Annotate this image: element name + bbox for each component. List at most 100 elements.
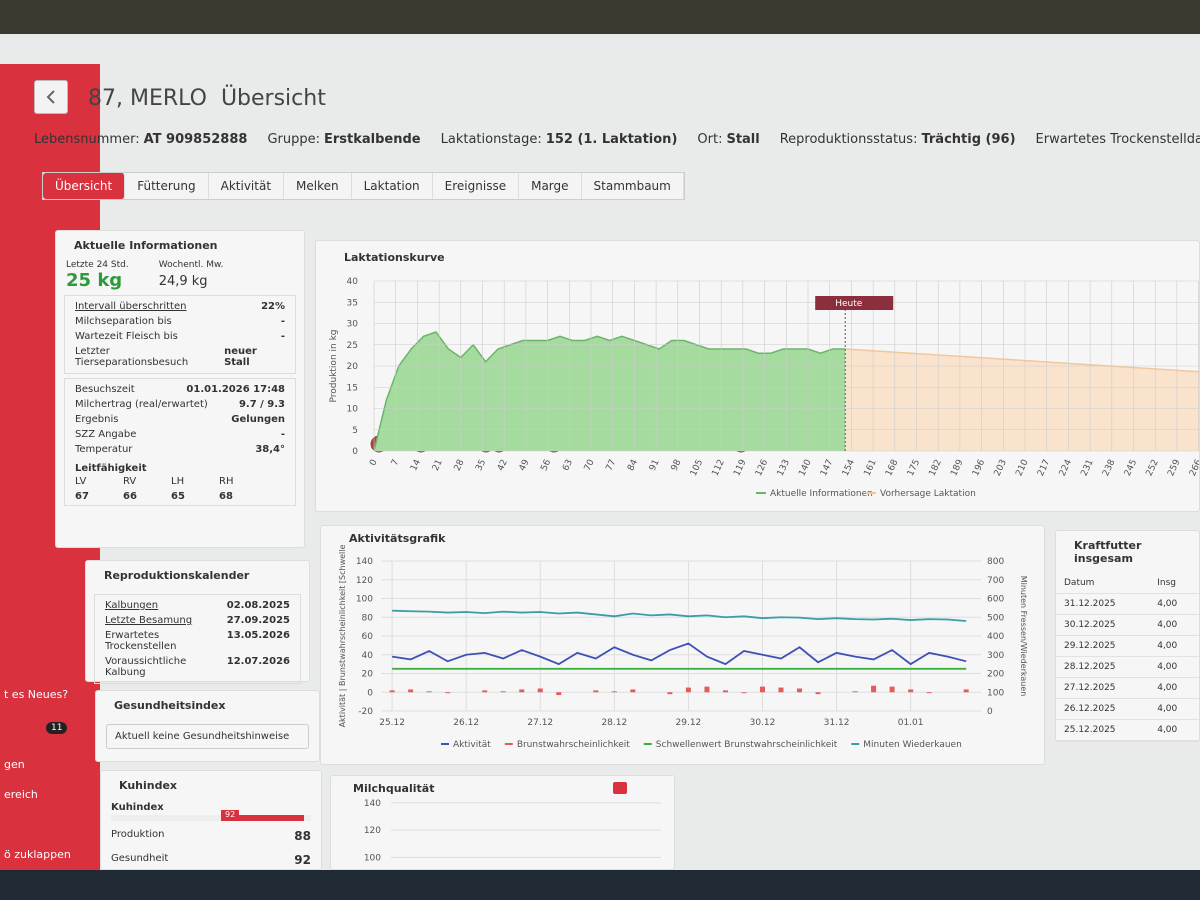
y-axis-label: Produktion in kg bbox=[329, 330, 339, 403]
table-row: 28.12.2025 4,00 bbox=[1056, 656, 1199, 678]
bar bbox=[778, 687, 784, 693]
bar bbox=[630, 689, 636, 693]
lactation-panel: Laktationskurve Produktion in kg 0 5 10 15 20 2… bbox=[315, 240, 1200, 512]
info-label: Lebensnummer: bbox=[34, 132, 140, 147]
y-axis-label: Aktivität | Brunstwahrscheinlichkeit [Sc… bbox=[338, 545, 347, 728]
info-row-item: Letzter Tierseparationsbesuch neuer Stall bbox=[65, 344, 295, 370]
area-fill bbox=[374, 332, 846, 451]
taskbar bbox=[0, 870, 1200, 900]
table-cell: 4,00 bbox=[1149, 614, 1199, 636]
legend-label: Vorhersage Laktation bbox=[880, 489, 976, 499]
table-cell: 4,00 bbox=[1149, 698, 1199, 720]
panel-header: Gesundheitsindex bbox=[96, 691, 319, 720]
info-row: Lebensnummer: AT 909852888 Gruppe: Erstkalb… bbox=[34, 132, 1200, 147]
tab[interactable]: Fütterung bbox=[125, 173, 209, 199]
row-label: Erwartetes Trockenstellen bbox=[105, 630, 177, 652]
panel-header: Kraftfutter insgesam bbox=[1056, 531, 1199, 573]
y2-tick-label: 300 bbox=[987, 651, 1004, 661]
x-tick-label: 119 bbox=[732, 458, 748, 478]
tab[interactable]: Aktivität bbox=[209, 173, 285, 199]
info-row-item: Erwartetes Trockenstellen 13.05.2026 bbox=[95, 628, 300, 654]
milk-quality-chart: Milchqualität 100 120 140 bbox=[353, 782, 661, 863]
sidebar-badge: 11 bbox=[46, 722, 68, 734]
x-tick-label: 231 bbox=[1079, 458, 1095, 478]
y-tick-label: 60 bbox=[362, 632, 374, 642]
legend-label: Minuten Wiederkauen bbox=[863, 740, 962, 750]
today-box bbox=[815, 296, 894, 310]
table-header: Datum Insg bbox=[1056, 573, 1199, 594]
sidebar-item[interactable]: t es Neues? bbox=[4, 688, 69, 701]
info-item: Ort: Stall bbox=[697, 132, 759, 147]
stat-label: Wochentl. Mw. bbox=[158, 260, 224, 270]
tab[interactable]: Melken bbox=[284, 173, 352, 199]
x-tick-label: 31.12 bbox=[824, 718, 850, 728]
y-tick-label: 20 bbox=[347, 362, 359, 372]
bar bbox=[797, 688, 803, 693]
tab[interactable]: Übersicht bbox=[43, 173, 126, 199]
y-tick-label: 100 bbox=[356, 595, 373, 605]
kuhindex-fill bbox=[221, 815, 304, 821]
info-label: Erwartetes Trockenstelldatum: bbox=[1035, 132, 1200, 147]
bar bbox=[926, 692, 932, 694]
repro-panel: Reproduktionskalender Kalbungen 02.08.2025… bbox=[85, 560, 310, 684]
y-tick-label: 30 bbox=[347, 320, 359, 330]
row-value: - bbox=[280, 429, 285, 440]
panel-title: Aktuelle Informationen bbox=[74, 239, 218, 252]
tab[interactable]: Marge bbox=[519, 173, 582, 199]
conductivity-value: 66 bbox=[123, 491, 137, 502]
x-tick-label: 245 bbox=[1123, 458, 1139, 478]
x-tick-label: 77 bbox=[605, 458, 619, 473]
table-cell: 31.12.2025 bbox=[1056, 593, 1150, 615]
panel-title: Gesundheitsindex bbox=[114, 699, 226, 712]
x-tick-label: 105 bbox=[689, 458, 705, 478]
x-tick-label: 56 bbox=[539, 458, 553, 473]
bar bbox=[482, 690, 488, 693]
table-cell: 25.12.2025 bbox=[1056, 719, 1150, 741]
x-tick-label: 27.12 bbox=[527, 718, 553, 728]
y-tick-label: 0 bbox=[352, 447, 358, 457]
y-tick-label: 120 bbox=[364, 826, 381, 836]
x-tick-label: 7 bbox=[390, 458, 401, 467]
x-tick-label: 182 bbox=[928, 458, 944, 478]
bar bbox=[759, 686, 765, 693]
lactation-chart: Laktationskurve Produktion in kg 0 5 10 15 20 2… bbox=[329, 251, 1200, 499]
tab[interactable]: Ereignisse bbox=[433, 173, 520, 199]
page-title: 87, MERLO Übersicht bbox=[88, 86, 340, 111]
table-row: 31.12.2025 4,00 bbox=[1056, 593, 1199, 615]
info-row-item: Temperatur 38,4° bbox=[65, 442, 295, 457]
sidebar-item[interactable]: ö zuklappen bbox=[4, 848, 71, 861]
y-tick-label: -20 bbox=[358, 707, 373, 717]
row-label: SZZ Angabe bbox=[75, 429, 137, 440]
tab[interactable]: Laktation bbox=[352, 173, 433, 199]
bar bbox=[593, 690, 599, 693]
bar bbox=[815, 692, 821, 695]
y-tick-label: 0 bbox=[367, 688, 373, 698]
bar bbox=[667, 692, 673, 695]
kuhindex-bar: 92 bbox=[111, 810, 311, 821]
bar bbox=[500, 691, 506, 693]
sidebar-item[interactable]: ereich bbox=[4, 788, 38, 801]
y-tick-label: 10 bbox=[347, 405, 359, 415]
toolbar-icon[interactable] bbox=[613, 782, 627, 794]
row-value: 9.7 / 9.3 bbox=[238, 399, 285, 410]
back-button[interactable] bbox=[34, 80, 68, 114]
y-tick-label: 40 bbox=[362, 651, 374, 661]
info-row-item: Besuchszeit 01.01.2026 17:48 bbox=[65, 382, 295, 397]
panel-title: Kuhindex bbox=[119, 779, 178, 792]
sidebar-item[interactable]: gen bbox=[4, 758, 25, 771]
row-value: 13.05.2026 bbox=[226, 630, 290, 641]
info-label: Gruppe: bbox=[267, 132, 320, 147]
info-value: 152 (1. Laktation) bbox=[545, 132, 678, 147]
x-tick-label: 28.12 bbox=[601, 718, 627, 728]
row-label: Temperatur bbox=[75, 444, 133, 455]
health-panel: Gesundheitsindex Aktuell keine Gesundheit… bbox=[95, 690, 320, 762]
bar bbox=[611, 691, 617, 693]
y2-tick-label: 200 bbox=[987, 670, 1004, 680]
stat: Letzte 24 Std. 25 kg bbox=[66, 260, 129, 291]
x-tick-label: 147 bbox=[819, 458, 835, 478]
stats: Letzte 24 Std. 25 kg Wochentl. Mw. 24,9 kg bbox=[56, 260, 304, 291]
table-cell: 28.12.2025 bbox=[1056, 656, 1150, 678]
x-tick-label: 30.12 bbox=[750, 718, 776, 728]
tab[interactable]: Stammbaum bbox=[582, 173, 684, 199]
table-cell: 29.12.2025 bbox=[1056, 635, 1150, 657]
